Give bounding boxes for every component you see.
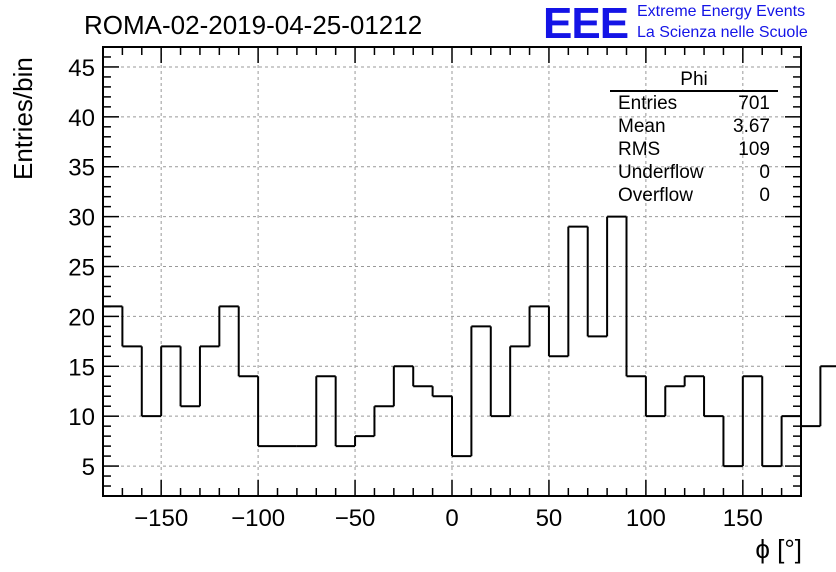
histogram-bin <box>140 346 162 418</box>
histogram-bin <box>354 435 375 447</box>
histogram-bin <box>470 325 491 457</box>
x-tick-label: 0 <box>445 505 458 532</box>
histogram-bin <box>625 216 646 378</box>
eee-logo: EEE <box>543 0 629 48</box>
stats-box: Phi Entries 701 Mean 3.67 RMS 109 Underf… <box>610 70 778 207</box>
y-axis-label: Entries/bin <box>8 57 38 180</box>
histogram-bin <box>315 375 336 447</box>
x-tick-label: −50 <box>335 505 376 532</box>
y-tick-label: 35 <box>68 155 95 182</box>
stats-value: 0 <box>759 162 770 183</box>
histogram-bin <box>431 386 452 398</box>
histogram-bin <box>412 366 433 388</box>
stats-label: Overflow <box>618 185 693 206</box>
stats-label: Entries <box>618 93 678 114</box>
logo-text-line2: La Scienza nelle Scuole <box>637 24 808 41</box>
histogram-bin <box>392 365 414 407</box>
histogram-bin <box>800 416 821 428</box>
histogram-bin <box>509 345 530 417</box>
histogram-bin <box>722 416 743 468</box>
histogram-bin <box>780 415 801 467</box>
histogram-bin <box>179 346 200 408</box>
histogram-bin <box>741 375 763 467</box>
stats-value: 701 <box>738 93 770 114</box>
histogram-bin <box>121 306 142 348</box>
y-tick-label: 15 <box>68 354 95 381</box>
stats-value: 0 <box>759 185 770 206</box>
stats-row-overflow: Overflow 0 <box>610 184 778 207</box>
histogram-bin <box>237 306 259 378</box>
stats-row-entries: Entries 701 <box>610 92 778 115</box>
y-tick-label: 40 <box>68 105 95 132</box>
stats-label: Mean <box>618 116 666 137</box>
histogram-bin <box>567 225 588 357</box>
x-tick-label: 100 <box>626 505 666 532</box>
stats-row-underflow: Underflow 0 <box>610 161 778 184</box>
stats-row-mean: Mean 3.67 <box>610 115 778 138</box>
histogram-bin <box>334 376 356 448</box>
stats-box-name: Phi <box>610 70 778 92</box>
histogram-bin <box>683 375 705 387</box>
x-tick-label: 150 <box>723 505 763 532</box>
stats-value: 3.67 <box>733 116 770 137</box>
histogram-bin <box>451 396 472 458</box>
histogram-bin <box>664 385 685 417</box>
stats-label: RMS <box>618 139 661 160</box>
y-tick-label: 45 <box>68 55 95 82</box>
histogram-bin <box>160 345 181 417</box>
y-tick-label: 5 <box>82 454 95 481</box>
histogram-bin <box>373 405 394 437</box>
stats-row-rms: RMS 109 <box>610 138 778 161</box>
y-tick-label: 20 <box>68 304 95 331</box>
stats-label: Underflow <box>618 162 704 183</box>
x-tick-label: −150 <box>134 505 188 532</box>
y-tick-label: 10 <box>68 404 95 431</box>
x-tick-label: 50 <box>536 505 563 532</box>
histogram-bin <box>703 376 724 418</box>
stats-value: 109 <box>738 139 770 160</box>
y-axis-label-wrap: Entries/bin <box>6 57 46 180</box>
histogram-bin <box>257 376 278 448</box>
logo-text-line1: Extreme Energy Events <box>637 3 806 20</box>
histogram-bin <box>489 326 511 418</box>
x-tick-label: −100 <box>231 505 285 532</box>
histogram-bin <box>761 376 782 468</box>
histogram-bin <box>198 345 220 407</box>
histogram-bin <box>218 305 239 347</box>
histogram-bin <box>528 305 549 347</box>
y-tick-label: 25 <box>68 255 95 282</box>
histogram-bin <box>819 365 836 427</box>
histogram-bin <box>606 215 627 337</box>
chart-title: ROMA-02-2019-04-25-01212 <box>84 10 423 40</box>
histogram-bin <box>644 376 666 418</box>
y-tick-label: 30 <box>68 205 95 232</box>
x-axis-label: ϕ [°] <box>755 534 802 564</box>
histogram-bin <box>547 306 569 358</box>
histogram-bin <box>586 226 608 338</box>
